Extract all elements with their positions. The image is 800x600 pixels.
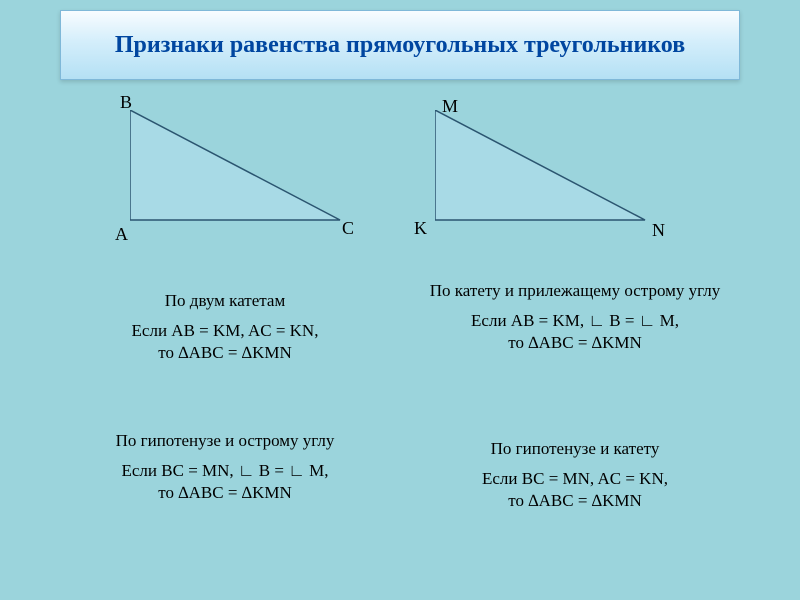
criterion-line: то ∆ABC = ∆KMN (425, 490, 725, 512)
criterion-line: то ∆ABC = ∆KMN (75, 342, 375, 364)
triangle-abc-shape (130, 110, 340, 220)
criterion-heading: По двум катетам (75, 290, 375, 312)
criterion-heading: По гипотенузе и катету (425, 438, 725, 460)
label-K: K (414, 218, 427, 239)
criterion-line: Если BC = MN, ∟ B = ∟ M, (75, 460, 375, 482)
criterion-hypotenuse-angle: По гипотенузе и острому углу Если BC = M… (75, 430, 375, 504)
criterion-heading: По гипотенузе и острому углу (75, 430, 375, 452)
title-box: Признаки равенства прямоугольных треугол… (60, 10, 740, 80)
criterion-line: то ∆ABC = ∆KMN (75, 482, 375, 504)
page-title: Признаки равенства прямоугольных треугол… (115, 31, 685, 60)
triangle-kmn-shape (435, 110, 645, 220)
label-C: C (342, 218, 354, 239)
criterion-line: Если AB = KM, AC = KN, (75, 320, 375, 342)
criterion-leg-angle: По катету и прилежащему острому углу Есл… (425, 280, 725, 354)
triangle-kmn (435, 110, 647, 222)
criterion-two-legs: По двум катетам Если AB = KM, AC = KN, т… (75, 290, 375, 364)
criterion-heading: По катету и прилежащему острому углу (425, 280, 725, 302)
criterion-line: Если BC = MN, AC = KN, (425, 468, 725, 490)
criterion-hypotenuse-leg: По гипотенузе и катету Если BC = MN, AC … (425, 438, 725, 512)
label-A: A (115, 224, 128, 245)
criterion-line: то ∆ABC = ∆KMN (425, 332, 725, 354)
triangle-abc (130, 110, 342, 222)
label-M: M (442, 96, 458, 117)
label-B: B (120, 92, 132, 113)
criterion-line: Если AB = KM, ∟ B = ∟ M, (425, 310, 725, 332)
label-N: N (652, 220, 665, 241)
